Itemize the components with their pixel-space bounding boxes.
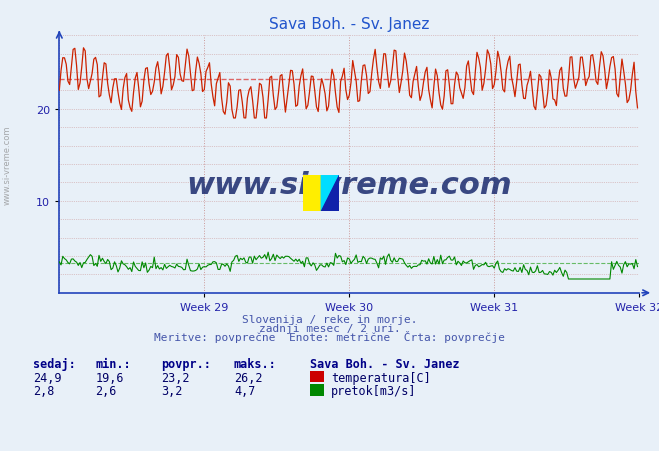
Text: www.si-vreme.com: www.si-vreme.com xyxy=(3,125,12,204)
Text: 26,2: 26,2 xyxy=(234,371,262,384)
Title: Sava Boh. - Sv. Janez: Sava Boh. - Sv. Janez xyxy=(269,17,430,32)
Text: min.:: min.: xyxy=(96,358,131,371)
Text: pretok[m3/s]: pretok[m3/s] xyxy=(331,385,416,398)
Text: 23,2: 23,2 xyxy=(161,371,190,384)
Text: 4,7: 4,7 xyxy=(234,385,255,398)
Text: 3,2: 3,2 xyxy=(161,385,183,398)
Polygon shape xyxy=(322,176,339,212)
Text: 2,8: 2,8 xyxy=(33,385,54,398)
Text: sedaj:: sedaj: xyxy=(33,358,76,371)
Polygon shape xyxy=(303,176,322,212)
Polygon shape xyxy=(322,176,339,212)
Text: maks.:: maks.: xyxy=(234,358,277,371)
Text: temperatura[C]: temperatura[C] xyxy=(331,371,430,384)
Text: Meritve: povprečne  Enote: metrične  Črta: povprečje: Meritve: povprečne Enote: metrične Črta:… xyxy=(154,331,505,342)
Text: povpr.:: povpr.: xyxy=(161,358,212,371)
Text: Sava Boh. - Sv. Janez: Sava Boh. - Sv. Janez xyxy=(310,358,459,371)
Text: Slovenija / reke in morje.: Slovenija / reke in morje. xyxy=(242,314,417,324)
Text: 19,6: 19,6 xyxy=(96,371,124,384)
Text: 2,6: 2,6 xyxy=(96,385,117,398)
Text: 24,9: 24,9 xyxy=(33,371,61,384)
Text: zadnji mesec / 2 uri.: zadnji mesec / 2 uri. xyxy=(258,323,401,333)
Text: www.si-vreme.com: www.si-vreme.com xyxy=(186,171,512,200)
